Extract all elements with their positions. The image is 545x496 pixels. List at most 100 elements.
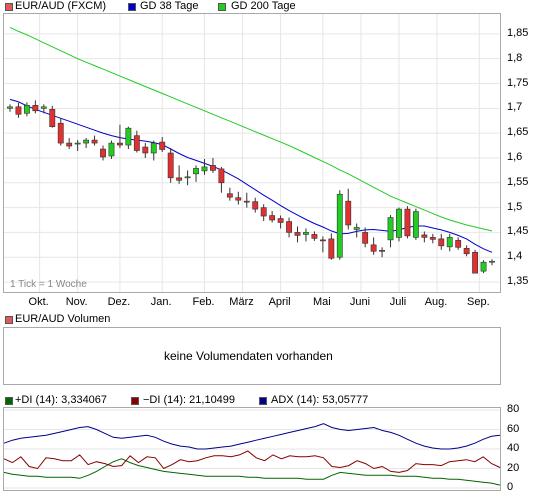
adx-y-tick-label: 80 [507, 403, 520, 415]
legend-gd200-swatch [218, 3, 226, 11]
candle [286, 217, 292, 238]
price-y-tick-label: 1,45 [507, 225, 529, 238]
candle [260, 204, 267, 222]
candle-body [303, 232, 309, 235]
candle [7, 104, 13, 112]
candle [311, 231, 318, 241]
gd200-line [9, 26, 493, 232]
candle [446, 233, 453, 252]
price-x-tick-label: März [229, 296, 254, 308]
price-y-tick-label: 1,5 [507, 200, 523, 213]
candle [294, 226, 301, 243]
candle-body [83, 139, 90, 144]
candle [277, 215, 284, 229]
candle-body [108, 142, 115, 157]
candle [201, 158, 208, 175]
price-x-tick-label: Mai [313, 296, 331, 308]
candle [142, 143, 149, 158]
candle [353, 223, 360, 238]
candle-body [66, 142, 73, 147]
price-y-tick-label: 1,6 [507, 150, 523, 163]
candle-body [387, 217, 394, 241]
candle-body [159, 141, 166, 150]
candle [396, 207, 402, 242]
candle-body [269, 215, 276, 221]
candle-body [260, 207, 267, 217]
candle [66, 138, 73, 150]
tick-note: 1 Tick = 1 Woche [10, 279, 87, 290]
candle-body [328, 238, 335, 259]
candle [438, 233, 445, 250]
candle [379, 247, 385, 258]
price-y-tick-label: 1,55 [507, 175, 529, 188]
candle-body [319, 239, 326, 242]
price-y-tick-label: 1,4 [507, 250, 523, 263]
candle [463, 245, 470, 257]
candle-body [15, 106, 22, 115]
price-x-tick-label: Juli [389, 296, 407, 308]
candle-body [23, 105, 30, 114]
price-y-tick-label: 1,35 [507, 275, 529, 288]
candle-body [446, 237, 453, 248]
candle [345, 188, 352, 230]
candle-body [404, 208, 411, 237]
adx-y-tick-label: 20 [507, 461, 520, 474]
candle-body [226, 193, 233, 198]
candle [455, 237, 462, 250]
candle-body [421, 234, 428, 238]
candle-body [294, 232, 301, 236]
candle-body [243, 200, 250, 203]
adx-y-tick-label: 40 [507, 442, 520, 454]
candle-body [489, 260, 495, 263]
price-x-tick-label: Juni [349, 296, 371, 308]
candle [100, 145, 106, 161]
candle-body [396, 208, 402, 238]
price-x-axis: Okt. Nov. Dez. Jan. Feb. März April Mai Juni Juli… [3, 296, 501, 310]
adx-chart [3, 409, 501, 489]
candle-body [345, 200, 352, 226]
candle-body [40, 106, 47, 109]
candle-body [91, 139, 98, 144]
candle [404, 206, 411, 239]
candle-body [57, 122, 64, 144]
candle [159, 137, 166, 153]
candle-body [218, 168, 225, 184]
adx-y-axis: 0 20 40 60 80 [504, 403, 545, 493]
candle-body [370, 244, 377, 252]
candle [184, 170, 191, 186]
legend-gd200-label: GD 200 Tage [231, 0, 296, 12]
candle-body [133, 135, 140, 151]
candle-body [277, 218, 284, 223]
candle-body [210, 165, 216, 171]
candle [243, 192, 250, 208]
candle-body [142, 146, 149, 154]
volume-panel: keine Volumendaten vorhanden [3, 327, 501, 385]
candle [252, 197, 259, 213]
candle [40, 104, 47, 114]
gd38-line [9, 98, 493, 253]
candle-body [286, 221, 292, 233]
candle-body [150, 142, 157, 154]
candle-body [7, 106, 13, 109]
minus-di-line [3, 450, 501, 473]
candle-body [74, 142, 81, 145]
candle-body [184, 176, 191, 179]
candle [421, 231, 428, 243]
legend-minusdi-label: −DI (14): 21,10499 [143, 394, 236, 406]
candle [49, 105, 56, 128]
price-x-tick-label: Sep. [466, 296, 490, 308]
candle [480, 260, 487, 274]
legend-eurAud-swatch [5, 3, 13, 11]
candle [226, 187, 233, 201]
price-x-tick-label: Okt. [28, 296, 49, 308]
candle [23, 102, 30, 117]
candle [167, 148, 174, 183]
candle-body [336, 193, 343, 258]
candle [74, 140, 81, 152]
price-x-tick-label: April [268, 296, 291, 308]
candle [83, 138, 90, 149]
price-y-tick-label: 1,75 [507, 76, 529, 89]
candle [108, 140, 115, 159]
candle [125, 126, 132, 150]
candle-body [252, 201, 259, 210]
